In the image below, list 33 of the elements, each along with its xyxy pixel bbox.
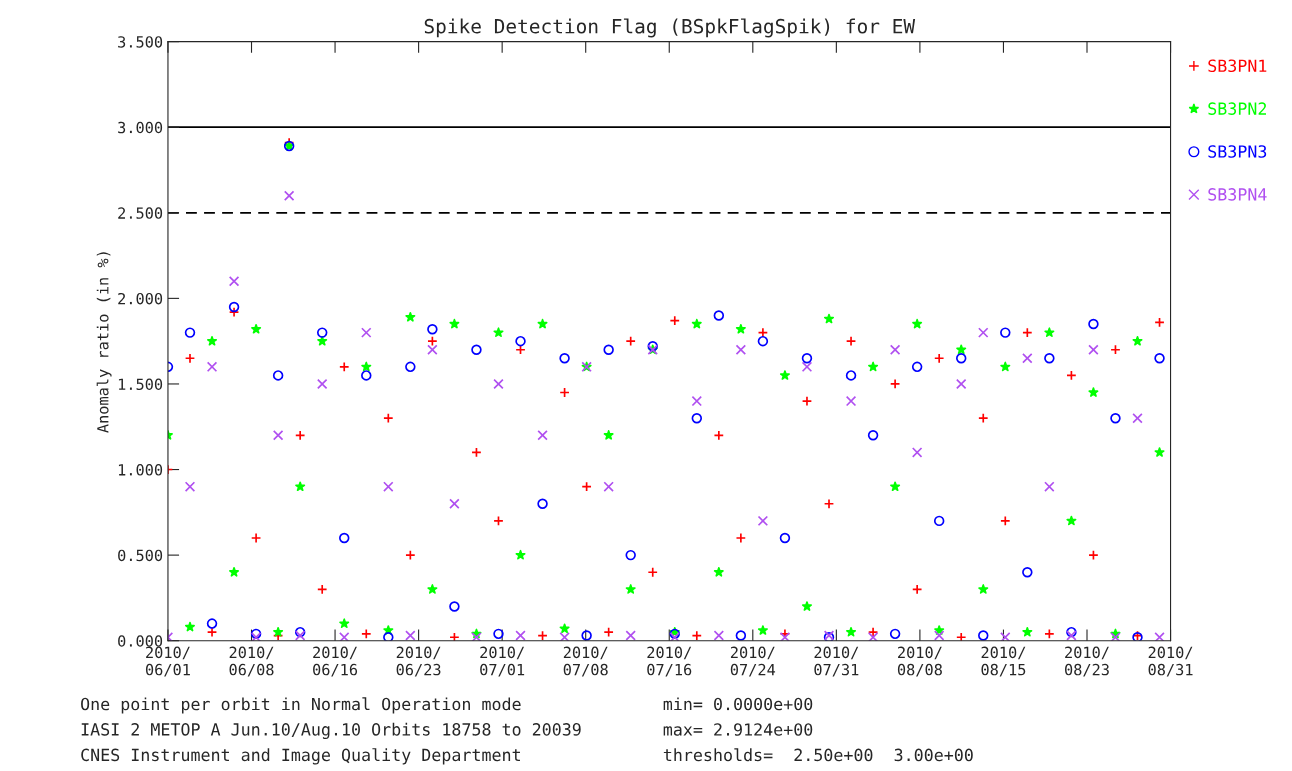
text: IASI 2 METOP A Jun.10/Aug.10 Orbits 18758 to 20039 [81, 722, 581, 740]
text: One point per orbit in Normal Operation mode [81, 697, 521, 714]
text: min= 0.0000e+00 [663, 697, 813, 711]
y-tick-label: 0.500 [118, 549, 163, 562]
x-tick-label: 2010/ 06/23 [396, 646, 441, 677]
text: thresholds= 2.50e+00 3.00e+00 [663, 748, 973, 762]
legend-label: SB3PN1 [1208, 59, 1267, 73]
y-axis-title: Anomaly ratio (in %) [96, 252, 112, 433]
y-tick-label: 3.000 [118, 121, 163, 134]
x-tick-label: 2010/ 06/08 [229, 646, 274, 677]
x-tick-label: 2010/ 07/01 [480, 646, 525, 677]
legend-label: SB3PN2 [1208, 102, 1267, 115]
legend-label: SB3PN4 [1208, 188, 1267, 201]
x-tick-label: 2010/ 08/23 [1065, 646, 1109, 677]
y-tick-label: 1.500 [118, 378, 163, 391]
chart-title: Spike Detection Flag (BSpkFlagSpik) for EW [424, 18, 916, 38]
y-tick-label: 0.000 [118, 635, 163, 647]
x-tick-label: 2010/ 08/08 [897, 646, 942, 677]
x-tick-label: 2010/ 07/31 [814, 646, 859, 677]
x-tick-label: 2010/ 07/08 [563, 646, 608, 677]
y-tick-label: 3.500 [118, 36, 163, 48]
x-tick-label: 2010/ 07/16 [647, 646, 692, 677]
text: max= 2.9124e+00 [663, 723, 813, 736]
x-tick-label: 2010/ 06/01 [145, 646, 190, 677]
x-tick-label: 2010/ 08/31 [1148, 646, 1193, 677]
y-tick-label: 1.000 [118, 464, 163, 476]
x-tick-label: 2010/ 07/24 [730, 646, 776, 677]
y-tick-label: 2.000 [118, 292, 163, 305]
y-tick-label: 2.500 [118, 207, 163, 219]
x-tick-label: 2010/ 08/15 [981, 646, 1026, 677]
text: CNES Instrument and Image Quality Department [81, 748, 520, 765]
x-tick-label: 2010/ 06/16 [313, 646, 358, 677]
legend-label: SB3PN3 [1208, 145, 1267, 158]
